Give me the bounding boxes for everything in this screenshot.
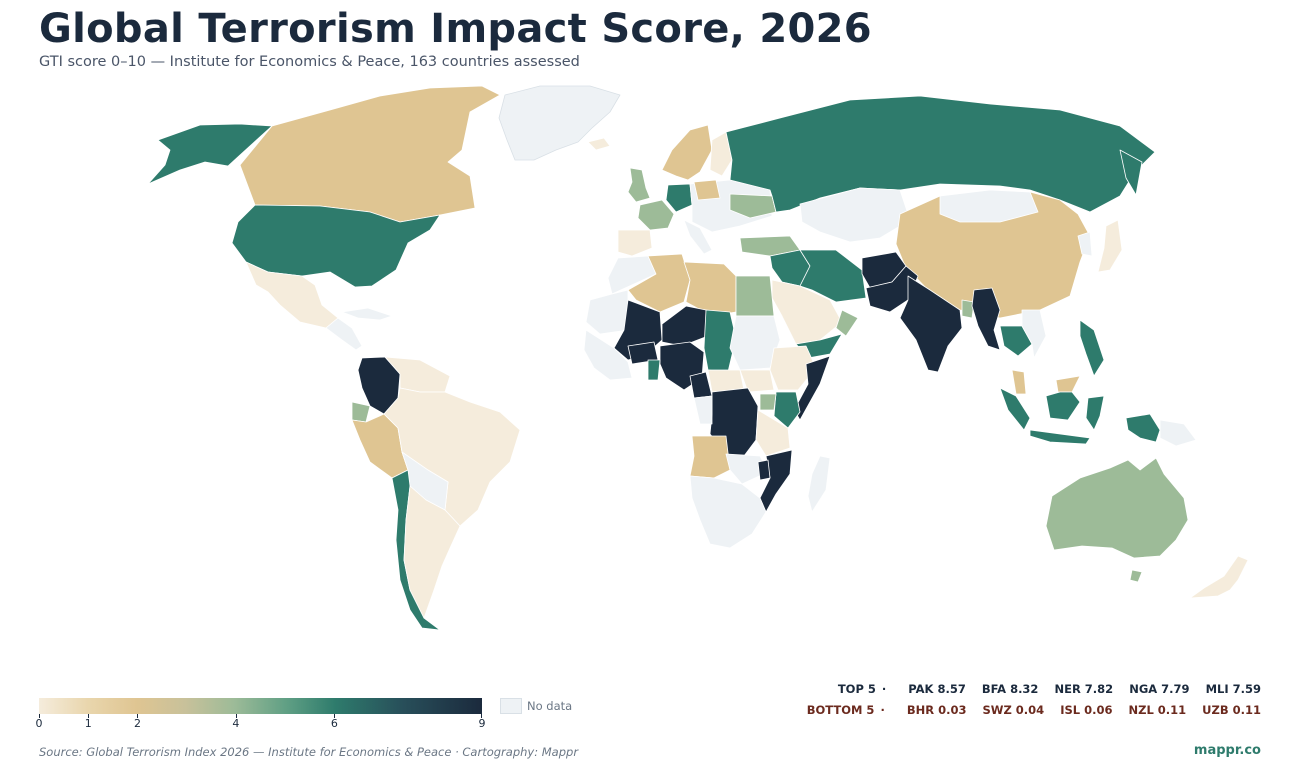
region-kazakhstan[interactable]	[799, 187, 911, 243]
legend-tick-label: 1	[84, 717, 92, 730]
region-vietnam[interactable]	[1021, 309, 1047, 359]
region-kamchatka[interactable]	[1119, 149, 1143, 196]
region-south-sudan[interactable]	[739, 369, 775, 393]
bottom5-item: SWZ 0.04	[982, 703, 1045, 717]
bottom5-item: BHR 0.03	[906, 703, 967, 717]
region-malawi[interactable]	[757, 459, 771, 481]
region-usa[interactable]	[231, 204, 441, 288]
top5-item: NER 7.82	[1054, 682, 1114, 696]
world-choropleth-map	[147, 85, 1249, 631]
legend-tick-mark	[39, 714, 40, 718]
map-subtitle: GTI score 0–10 — Institute for Economics…	[39, 54, 580, 70]
region-madagascar[interactable]	[807, 455, 831, 513]
region-japan[interactable]	[1097, 219, 1123, 273]
separator-dot: ·	[880, 703, 885, 717]
region-tanzania[interactable]	[755, 409, 791, 457]
separator-dot: ·	[881, 682, 887, 696]
region-finland[interactable]	[709, 131, 733, 177]
bottom5-label: BOTTOM 5	[806, 703, 875, 717]
legend-tick-label: 0	[35, 717, 43, 730]
top5-row: TOP 5 · PAK 8.57 BFA 8.32 NER 7.82 NGA 7.…	[807, 679, 1261, 700]
region-germany[interactable]	[665, 183, 693, 213]
region-oman[interactable]	[835, 309, 859, 337]
source-note: Source: Global Terrorism Index 2026 — In…	[39, 745, 579, 759]
region-kenya[interactable]	[773, 391, 801, 429]
top5-label: TOP 5	[837, 682, 876, 696]
region-west-sahara[interactable]	[585, 289, 629, 335]
map-title: Global Terrorism Impact Score, 2026	[39, 6, 872, 52]
region-bangladesh[interactable]	[961, 299, 975, 319]
bottom5-row: BOTTOM 5 · BHR 0.03 SWZ 0.04 ISL 0.06 NZL…	[807, 700, 1261, 721]
legend-tick-label: 9	[478, 717, 486, 730]
region-france[interactable]	[637, 199, 675, 231]
top5-item: PAK 8.57	[908, 682, 966, 696]
color-legend: 0 1 2 4 6 9 No data	[35, 698, 599, 738]
region-iberia[interactable]	[617, 229, 653, 257]
region-egypt[interactable]	[735, 275, 775, 317]
region-scandinavia[interactable]	[661, 124, 713, 181]
legend-tick-label: 4	[232, 717, 240, 730]
region-congo[interactable]	[693, 395, 713, 425]
region-new-zealand[interactable]	[1189, 555, 1249, 599]
region-iran[interactable]	[799, 249, 867, 303]
region-zambia[interactable]	[725, 453, 769, 485]
legend-color-ramp	[39, 698, 482, 714]
region-ukraine[interactable]	[729, 193, 777, 219]
region-tasmania[interactable]	[1129, 569, 1143, 583]
legend-tick-mark	[334, 714, 336, 718]
region-niger[interactable]	[661, 305, 709, 347]
region-somalia[interactable]	[793, 355, 831, 421]
region-ecuador[interactable]	[351, 401, 371, 423]
brand-link[interactable]: mappr.co	[1193, 743, 1261, 758]
region-borneo-my[interactable]	[1055, 375, 1081, 393]
no-data-label: No data	[527, 699, 573, 713]
region-iceland[interactable]	[587, 137, 611, 151]
region-greenland[interactable]	[498, 85, 621, 161]
region-southern-africa[interactable]	[689, 475, 767, 549]
region-mozambique[interactable]	[759, 449, 793, 513]
top5-item: BFA 8.32	[981, 682, 1039, 696]
top5-item: MLI 7.59	[1205, 682, 1261, 696]
legend-tick-label: 2	[133, 717, 141, 730]
region-korea[interactable]	[1077, 231, 1093, 257]
region-mongolia[interactable]	[939, 189, 1039, 223]
legend-tick-mark	[137, 714, 139, 718]
region-malaysia[interactable]	[1011, 369, 1027, 395]
region-sumatra[interactable]	[999, 387, 1031, 431]
region-caribbean[interactable]	[341, 307, 393, 321]
region-india[interactable]	[899, 275, 963, 373]
region-myanmar[interactable]	[971, 287, 1001, 351]
legend-tick-mark	[481, 714, 482, 718]
region-west-africa[interactable]	[583, 329, 633, 381]
region-argentina[interactable]	[403, 485, 461, 619]
region-java[interactable]	[1029, 429, 1091, 445]
legend-tick-mark	[235, 714, 237, 718]
legend-tick-label: 6	[330, 717, 338, 730]
bottom5-item: ISL 0.06	[1060, 703, 1113, 717]
legend-tick-mark	[88, 714, 90, 718]
region-thailand[interactable]	[999, 325, 1033, 357]
region-philippines[interactable]	[1079, 319, 1105, 377]
no-data-swatch	[500, 698, 522, 714]
region-borneo-id[interactable]	[1045, 391, 1081, 421]
region-ghana-benin[interactable]	[647, 359, 661, 381]
bottom5-item: UZB 0.11	[1202, 703, 1261, 717]
region-png[interactable]	[1159, 419, 1197, 447]
region-russia[interactable]	[725, 95, 1156, 213]
rankings-panel: TOP 5 · PAK 8.57 BFA 8.32 NER 7.82 NGA 7.…	[807, 679, 1261, 721]
region-uganda[interactable]	[759, 393, 777, 411]
region-canada[interactable]	[239, 85, 501, 223]
bottom5-item: NZL 0.11	[1128, 703, 1187, 717]
region-australia[interactable]	[1045, 457, 1189, 559]
region-poland[interactable]	[693, 179, 721, 201]
region-alaska[interactable]	[147, 123, 273, 185]
top5-item: NGA 7.79	[1129, 682, 1190, 696]
region-sulawesi[interactable]	[1085, 395, 1105, 431]
region-papua[interactable]	[1125, 413, 1161, 443]
region-angola[interactable]	[689, 435, 731, 479]
region-uk[interactable]	[627, 167, 651, 203]
region-central-america[interactable]	[325, 317, 363, 351]
region-italy[interactable]	[683, 219, 713, 255]
